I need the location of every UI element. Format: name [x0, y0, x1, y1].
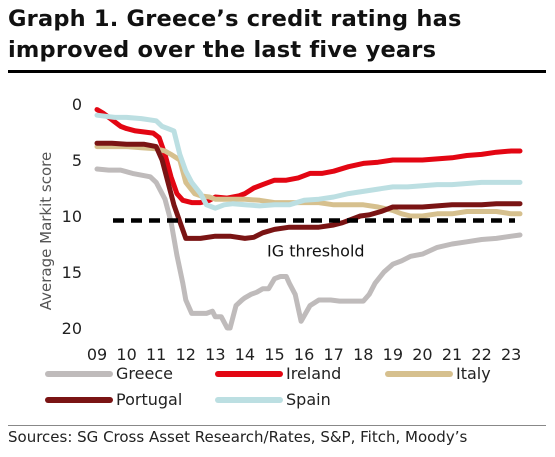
series-line-spain	[94, 112, 523, 211]
x-tick-label: 12	[176, 345, 196, 364]
x-tick-label: 14	[235, 345, 255, 364]
x-tick-label: 13	[205, 345, 225, 364]
x-tick-label: 11	[146, 345, 166, 364]
legend-label-portugal: Portugal	[116, 390, 182, 409]
page-title: Graph 1. Greece’s credit rating has impr…	[8, 6, 462, 63]
series-line-ireland	[94, 107, 523, 206]
y-tick-label: 20	[62, 319, 82, 338]
x-tick-label: 20	[412, 345, 432, 364]
ig-threshold-label: IG threshold	[267, 241, 365, 260]
x-tick-label: 16	[294, 345, 314, 364]
legend-label-greece: Greece	[116, 364, 173, 383]
y-tick-label: 15	[62, 263, 82, 282]
credit-rating-chart: 0 5 10 15 20 09 10 11 12 13 14 15 16 17 18 19 20 21 22 23 Av…	[37, 95, 523, 409]
y-tick-label: 0	[72, 95, 82, 114]
x-tick-label: 10	[116, 345, 136, 364]
legend-label-ireland: Ireland	[286, 364, 341, 383]
x-tick-label: 17	[323, 345, 343, 364]
legend-label-italy: Italy	[456, 364, 491, 383]
x-tick-label: 21	[442, 345, 462, 364]
x-tick-label: 18	[353, 345, 373, 364]
x-tick-label: 09	[87, 345, 107, 364]
y-tick-label: 10	[62, 207, 82, 226]
legend-label-spain: Spain	[286, 390, 331, 409]
x-tick-label: 22	[471, 345, 491, 364]
chart-axes: 0 5 10 15 20 09 10 11 12 13 14 15 16 17 18 19 20 21 22 23 Av…	[37, 95, 521, 364]
source-divider	[8, 425, 546, 426]
x-tick-label: 23	[501, 345, 521, 364]
series-line-portugal	[94, 140, 523, 241]
chart-legend: Greece Ireland Italy Portugal Spain	[45, 364, 491, 409]
y-tick-label: 5	[72, 151, 82, 170]
chart-series-lines: IG threshold	[94, 107, 523, 331]
series-line-greece	[94, 166, 523, 331]
y-axis-label: Average Markit score	[37, 152, 55, 310]
source-note: Sources: SG Cross Asset Research/Rates, …	[8, 428, 468, 446]
x-tick-label: 15	[264, 345, 284, 364]
title-divider	[8, 70, 546, 73]
x-tick-label: 19	[383, 345, 403, 364]
